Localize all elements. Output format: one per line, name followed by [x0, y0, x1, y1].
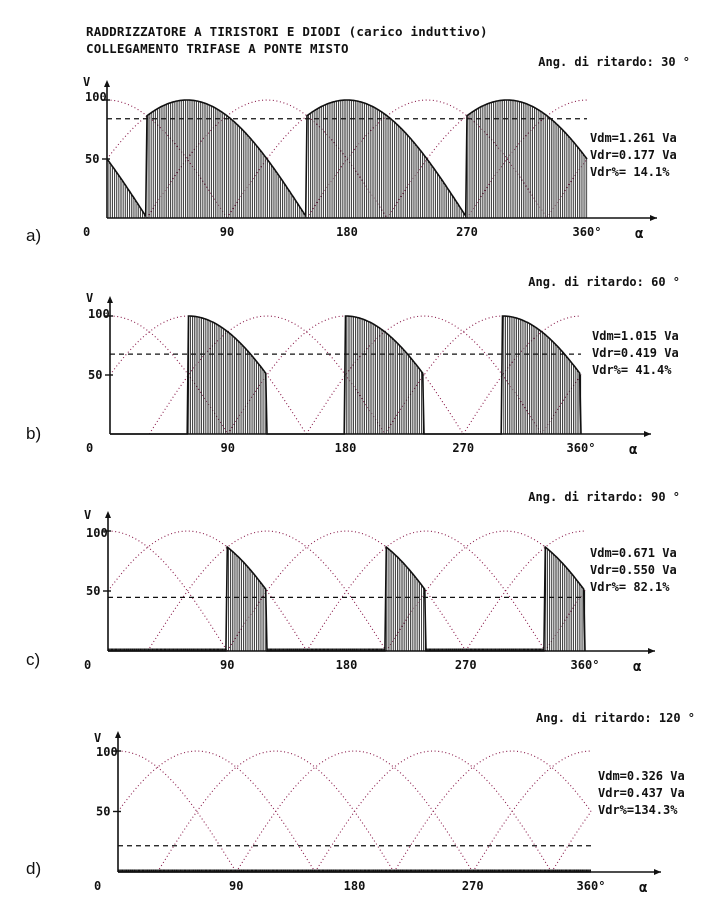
- phase-arc-dotted: [110, 316, 306, 434]
- y-tick-label: 50: [86, 584, 100, 598]
- x-tick-label: 180: [336, 658, 358, 672]
- x-tick-label: 180: [336, 225, 358, 239]
- phase-arc-dotted: [473, 751, 591, 872]
- y-axis-label: V: [94, 731, 101, 745]
- output-voltage-area: [189, 316, 581, 434]
- phase-arc-dotted: [394, 751, 591, 872]
- y-axis-arrow: [104, 80, 110, 87]
- result-value-3: Vdr%= 41.4%: [592, 363, 672, 377]
- output-voltage-curve: [110, 316, 581, 434]
- x-tick-label: 0: [86, 441, 93, 455]
- output-voltage-area: [229, 547, 585, 651]
- x-axis-label: α: [635, 226, 643, 242]
- x-axis-arrow: [650, 215, 657, 221]
- x-tick-label: 360°: [571, 658, 600, 672]
- result-value-2: Vdr=0.437 Va: [598, 786, 685, 800]
- x-tick-label: 360°: [577, 879, 606, 893]
- y-axis-label: V: [84, 508, 91, 522]
- chart-panel-b: V 100 50 0 90 180 270 360° α Ang. di ritardo: 60 …: [86, 275, 680, 458]
- x-tick-label: 360°: [573, 225, 602, 239]
- y-axis-arrow: [105, 511, 111, 518]
- result-value-1: Vdm=1.015 Va: [592, 329, 679, 343]
- phase-envelope-dotted: [107, 100, 587, 218]
- x-tick-label: 90: [229, 879, 243, 893]
- result-value-3: Vdr%=134.3%: [598, 803, 678, 817]
- x-tick-label: 90: [220, 225, 234, 239]
- y-axis-arrow: [107, 296, 113, 303]
- x-tick-label: 270: [455, 658, 477, 672]
- x-axis-label: α: [629, 442, 637, 458]
- x-tick-label: 270: [456, 225, 478, 239]
- x-axis-label: α: [633, 659, 641, 675]
- y-tick-label: 100: [88, 307, 110, 321]
- result-value-3: Vdr%= 14.1%: [590, 165, 670, 179]
- x-tick-label: 0: [84, 658, 91, 672]
- x-tick-label: 270: [452, 441, 474, 455]
- result-value-3: Vdr%= 82.1%: [590, 580, 670, 594]
- x-axis-label: α: [639, 880, 647, 896]
- y-tick-label: 100: [86, 526, 108, 540]
- x-tick-label: 180: [344, 879, 366, 893]
- x-tick-label: 90: [220, 658, 234, 672]
- delay-angle-label: Ang. di ritardo: 60 °: [528, 275, 680, 289]
- delay-angle-label: Ang. di ritardo: 90 °: [528, 490, 680, 504]
- chart-panel-c: V 100 50 0 90 180 270 360° α Ang. di ritardo: 90 …: [84, 490, 680, 675]
- phase-envelope-dotted: [118, 751, 591, 872]
- y-axis-label: V: [86, 291, 93, 305]
- x-axis-arrow: [654, 869, 661, 875]
- phase-arc-dotted: [552, 812, 591, 873]
- phase-arc-dotted: [118, 751, 315, 872]
- delay-angle-label: Ang. di ritardo: 120 °: [536, 711, 695, 725]
- x-tick-label: 360°: [567, 441, 596, 455]
- y-tick-label: 50: [85, 152, 99, 166]
- phase-arc-dotted: [108, 531, 307, 651]
- x-tick-label: 0: [83, 225, 90, 239]
- delay-angle-label: Ang. di ritardo: 30 °: [538, 55, 690, 69]
- result-value-2: Vdr=0.177 Va: [590, 148, 677, 162]
- y-tick-label: 100: [96, 745, 118, 759]
- phase-arc-dotted: [108, 531, 227, 651]
- y-axis-label: V: [83, 75, 90, 89]
- y-tick-label: 50: [96, 805, 110, 819]
- y-axis-arrow: [115, 731, 121, 738]
- output-voltage-curve: [108, 547, 585, 651]
- x-tick-label: 90: [221, 441, 235, 455]
- result-value-2: Vdr=0.550 Va: [590, 563, 677, 577]
- phase-envelope-dotted: [108, 531, 585, 651]
- x-tick-label: 270: [462, 879, 484, 893]
- y-tick-label: 50: [88, 368, 102, 382]
- output-voltage-area: [107, 100, 587, 218]
- x-axis-arrow: [644, 431, 651, 437]
- result-value-1: Vdm=0.326 Va: [598, 769, 685, 783]
- result-value-2: Vdr=0.419 Va: [592, 346, 679, 360]
- x-axis-arrow: [648, 648, 655, 654]
- x-tick-label: 180: [335, 441, 357, 455]
- phase-arc-dotted: [118, 751, 236, 872]
- result-value-1: Vdm=1.261 Va: [590, 131, 677, 145]
- phase-arc-dotted: [110, 316, 228, 434]
- x-tick-label: 0: [94, 879, 101, 893]
- phase-arc-dotted: [466, 531, 585, 651]
- y-tick-label: 100: [85, 90, 107, 104]
- phase-arc-dotted: [227, 100, 467, 218]
- output-voltage-curve: [107, 100, 587, 216]
- result-value-1: Vdm=0.671 Va: [590, 546, 677, 560]
